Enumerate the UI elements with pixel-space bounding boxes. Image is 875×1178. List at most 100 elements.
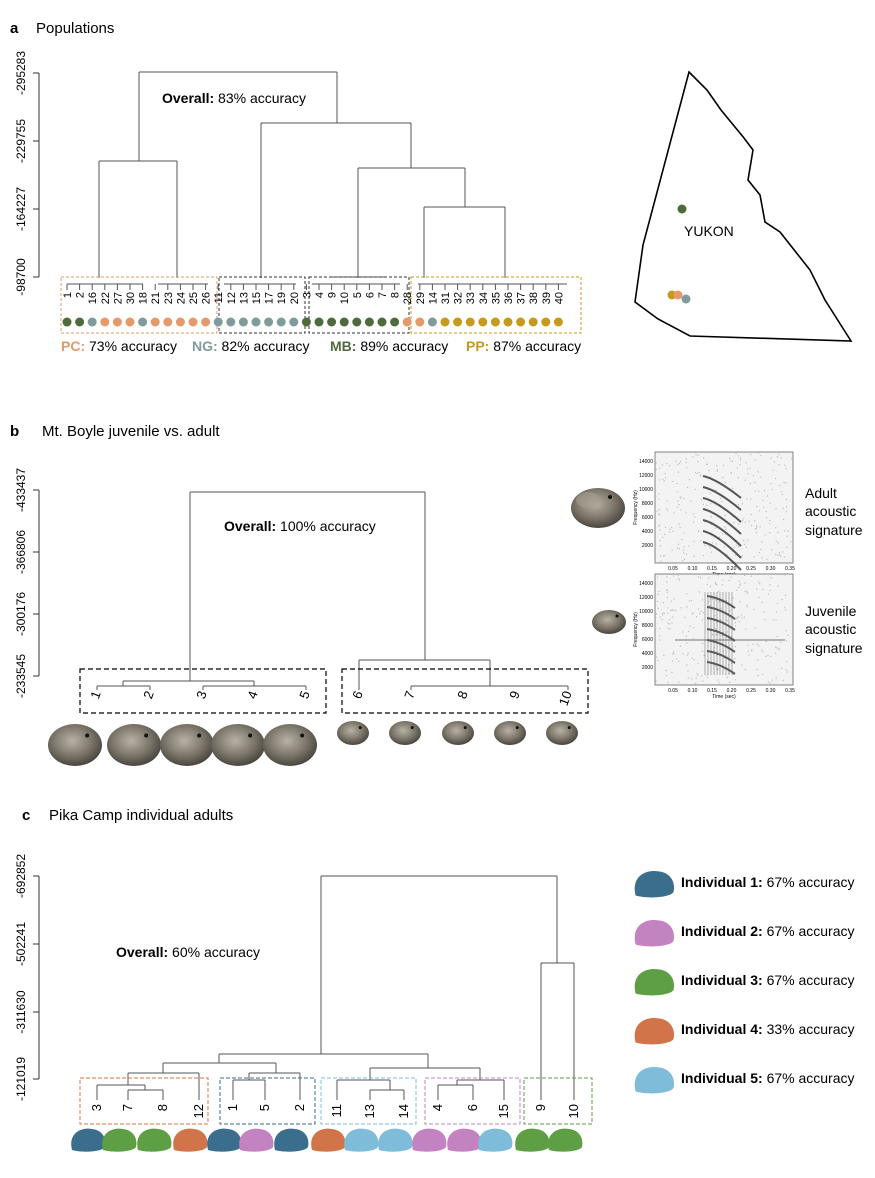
noise <box>697 454 699 456</box>
harmonic <box>706 617 736 631</box>
leaf-label: 24 <box>175 292 187 304</box>
spectrogram-y-tick: 12000 <box>639 595 653 601</box>
noise <box>784 464 786 466</box>
spectrogram-y-tick: 10000 <box>639 487 653 493</box>
noise <box>658 498 660 500</box>
noise <box>778 551 781 554</box>
noise <box>775 611 778 613</box>
noise <box>672 651 675 653</box>
noise <box>665 508 668 510</box>
leaf-label: 8 <box>454 689 471 701</box>
pika-silhouette-icon <box>412 1128 447 1152</box>
noise <box>739 459 742 461</box>
leaf-label: 15 <box>251 292 263 304</box>
noise <box>720 607 722 609</box>
harmonic <box>706 661 736 675</box>
noise <box>658 479 661 481</box>
noise <box>692 456 694 458</box>
juvenile-pika-icon <box>337 721 369 745</box>
map-site-NG <box>681 294 691 304</box>
leaf-label: 9 <box>506 689 523 701</box>
noise <box>755 532 758 534</box>
noise <box>786 535 788 537</box>
noise <box>691 657 693 659</box>
leaf-dot-MB <box>314 317 324 327</box>
noise <box>715 633 717 636</box>
noise <box>689 625 691 627</box>
noise <box>716 470 718 472</box>
leaf-dot-NG <box>226 317 236 327</box>
leaf-label: 16 <box>87 292 99 304</box>
noise <box>744 590 746 592</box>
noise <box>716 668 718 670</box>
noise <box>659 467 661 470</box>
noise <box>717 668 719 670</box>
noise <box>702 457 705 459</box>
noise <box>784 574 786 576</box>
noise <box>780 491 782 493</box>
noise <box>746 498 748 500</box>
leaf-dot-PC <box>188 317 198 327</box>
noise <box>771 679 773 681</box>
noise <box>655 623 657 625</box>
leaf-label: 28 <box>402 292 414 304</box>
spectrogram-x-tick: 0.15 <box>707 688 717 694</box>
noise <box>678 681 680 683</box>
noise <box>670 600 672 602</box>
noise <box>760 548 762 550</box>
leaf-label: 11 <box>213 292 225 303</box>
noise <box>658 493 660 495</box>
noise <box>666 596 668 599</box>
noise <box>702 554 705 557</box>
noise <box>692 637 694 640</box>
noise <box>722 476 724 479</box>
noise <box>666 576 668 578</box>
leaf-label: 10 <box>566 1104 581 1118</box>
noise <box>783 481 785 484</box>
spectrogram-y-label: Frequency (Hz) <box>633 612 639 647</box>
noise <box>784 607 786 609</box>
leaf-label: 8 <box>390 292 402 298</box>
noise <box>671 616 674 618</box>
overall-value: 100% accuracy <box>280 518 376 534</box>
noise <box>680 509 682 511</box>
noise <box>710 523 712 525</box>
noise <box>732 673 734 675</box>
noise <box>730 576 732 578</box>
noise <box>685 461 687 463</box>
noise <box>717 634 719 636</box>
noise <box>752 643 754 645</box>
noise <box>763 506 765 509</box>
pika-silhouette-icon <box>173 1128 208 1152</box>
spectrogram-y-tick: 14000 <box>639 581 653 587</box>
noise <box>665 670 667 672</box>
overall-value: 83% accuracy <box>218 90 306 106</box>
noise <box>677 543 680 545</box>
y-tick-label: -121019 <box>14 1057 28 1101</box>
noise <box>757 581 760 583</box>
panel-b-title: Mt. Boyle juvenile vs. adult <box>42 423 220 440</box>
noise <box>682 631 684 633</box>
noise <box>673 512 675 514</box>
pika-silhouette-icon <box>634 870 675 898</box>
leaf-label: 29 <box>415 292 427 304</box>
noise <box>715 489 717 492</box>
noise <box>709 547 712 549</box>
panel-c-group-boxes <box>79 1077 593 1125</box>
noise <box>754 627 756 629</box>
noise <box>780 457 782 459</box>
noise <box>716 469 719 471</box>
leaf-dot-PC <box>201 317 211 327</box>
panel-c-individual-icons <box>71 1128 583 1152</box>
legend-entry-ind5: Individual 5: 67% accuracy <box>681 1070 855 1086</box>
y-tick-label: -433437 <box>14 468 28 512</box>
pika-silhouette-icon <box>102 1128 137 1152</box>
noise <box>701 642 704 644</box>
panel-a: a Populations -295283 -229755 -164227 -9… <box>10 20 853 354</box>
leaf-label: 7 <box>120 1104 135 1111</box>
noise <box>729 457 731 459</box>
leaf-label: 3 <box>301 292 313 298</box>
group-box-PC <box>60 276 218 334</box>
noise <box>707 660 709 662</box>
noise <box>733 547 735 549</box>
